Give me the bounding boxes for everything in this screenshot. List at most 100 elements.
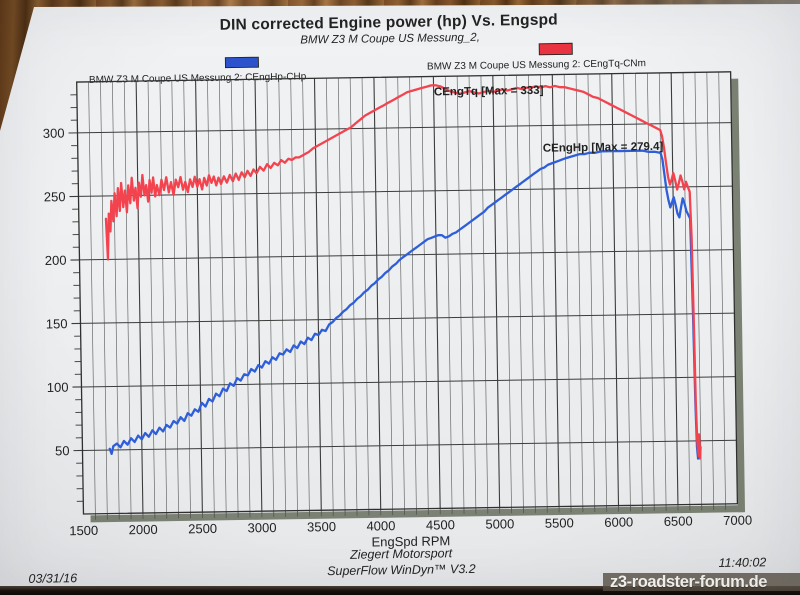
grid-v — [528, 74, 536, 507]
footer-time: 11:40:02 — [718, 555, 766, 570]
grid-v — [135, 81, 144, 514]
power-max-annotation: CEngHp [Max = 279.4] — [543, 141, 664, 155]
legend-swatch-torque — [538, 42, 573, 56]
plot-frame — [76, 71, 739, 515]
grid-v — [337, 77, 346, 510]
grid-v — [266, 79, 275, 512]
grid-v — [492, 75, 501, 508]
grid-v — [230, 79, 239, 512]
grid-v — [432, 76, 441, 509]
legend-label-power: BMW Z3 M Coupe US Messung 2: CEngHp-CHp — [89, 71, 307, 85]
grid-v — [611, 73, 620, 506]
grid-v — [254, 79, 263, 512]
grid-v — [313, 78, 322, 511]
grid-v — [682, 72, 691, 505]
y-tick-label: 200 — [45, 253, 67, 268]
grid-h — [81, 376, 736, 388]
grid-v — [278, 78, 286, 511]
grid-v — [361, 77, 370, 510]
grid-v — [397, 77, 405, 509]
page-subtitle: BMW Z3 M Coupe US Messung_2, — [300, 32, 480, 47]
frame-shadow-bottom — [90, 505, 745, 523]
grid-v — [421, 76, 429, 509]
grid-lines — [68, 71, 737, 520]
grid-v — [290, 78, 298, 511]
grid-v — [88, 81, 96, 514]
x-tick-label: 6000 — [604, 514, 633, 529]
grid-h — [77, 122, 732, 134]
grid-v — [183, 80, 191, 513]
grid-v — [480, 75, 489, 508]
grid-v — [219, 79, 227, 512]
grid-v — [100, 81, 108, 514]
x-tick-label: 2000 — [129, 522, 158, 537]
x-tick-label: 7000 — [723, 512, 752, 527]
grid-v — [599, 73, 607, 506]
grid-v — [563, 74, 572, 507]
grid-v — [551, 74, 560, 507]
frame-shadow-right — [731, 78, 746, 513]
footer-software: SuperFlow WinDyn™ V3.2 — [327, 562, 476, 578]
torque-curve — [104, 84, 702, 460]
grid-v — [575, 74, 584, 507]
grid-v — [468, 75, 477, 508]
x-tick-label: 3500 — [307, 519, 336, 534]
grid-v — [159, 80, 168, 513]
y-tick-label: 300 — [43, 126, 65, 141]
grid-v — [171, 80, 179, 513]
grid-v — [718, 71, 726, 504]
grid-v — [112, 81, 120, 514]
grid-v — [349, 77, 358, 510]
grid-v — [504, 75, 512, 508]
grid-v — [516, 75, 524, 508]
table-edge — [0, 586, 800, 595]
grid-v — [326, 78, 334, 511]
x-tick-label: 4000 — [366, 518, 395, 533]
y-tick-label: 50 — [55, 443, 70, 458]
x-tick-label: 5500 — [545, 515, 574, 530]
grid-v — [242, 79, 251, 512]
grid-v — [195, 80, 203, 513]
footer-date: 03/31/16 — [28, 571, 77, 586]
watermark-banner: z3-roadster-forum.de — [603, 573, 800, 591]
grid-v — [373, 77, 382, 510]
grid-v — [658, 72, 667, 505]
grid-v — [385, 77, 393, 510]
x-axis-label: EngSpd RPM — [371, 533, 450, 549]
grid-v — [647, 73, 655, 506]
legend-swatch-power — [224, 56, 259, 69]
grid-v — [587, 74, 596, 506]
x-tick-label: 2500 — [188, 521, 217, 536]
grid-v — [207, 79, 215, 512]
grid-v — [147, 80, 156, 513]
grid-h — [78, 185, 733, 197]
footer-company: Ziegert Motorsport — [349, 546, 453, 562]
power-curve — [108, 149, 701, 460]
watermark-text: z3-roadster-forum.de — [610, 572, 768, 591]
grid-v — [670, 72, 679, 505]
grid-v — [444, 76, 453, 509]
grid-v — [706, 72, 714, 505]
grid-v — [456, 76, 465, 509]
data-curves — [104, 84, 702, 460]
grid-v — [540, 74, 548, 507]
grid-v — [302, 78, 310, 511]
grid-h — [82, 439, 737, 451]
x-tick-label: 3000 — [248, 520, 277, 535]
grid-v — [123, 81, 132, 514]
torque-max-annotation: CEngTq [Max = 333] — [434, 85, 544, 99]
grid-v — [635, 73, 643, 506]
x-tick-label: 5000 — [485, 516, 514, 531]
grid-h — [80, 312, 735, 324]
y-tick-label: 100 — [47, 380, 69, 395]
x-tick-label: 4500 — [426, 517, 455, 532]
y-tick-label: 250 — [44, 189, 66, 204]
tick-labels: 1500 2000 2500 3000 3500 4000 4500 5000 5500 6000… — [43, 126, 753, 539]
legend-label-torque: BMW Z3 M Coupe US Messung 2: CEngTq-CNm — [427, 58, 646, 72]
y-tick-label: 150 — [46, 316, 68, 331]
grid-v — [623, 73, 631, 506]
grid-v — [694, 72, 703, 505]
